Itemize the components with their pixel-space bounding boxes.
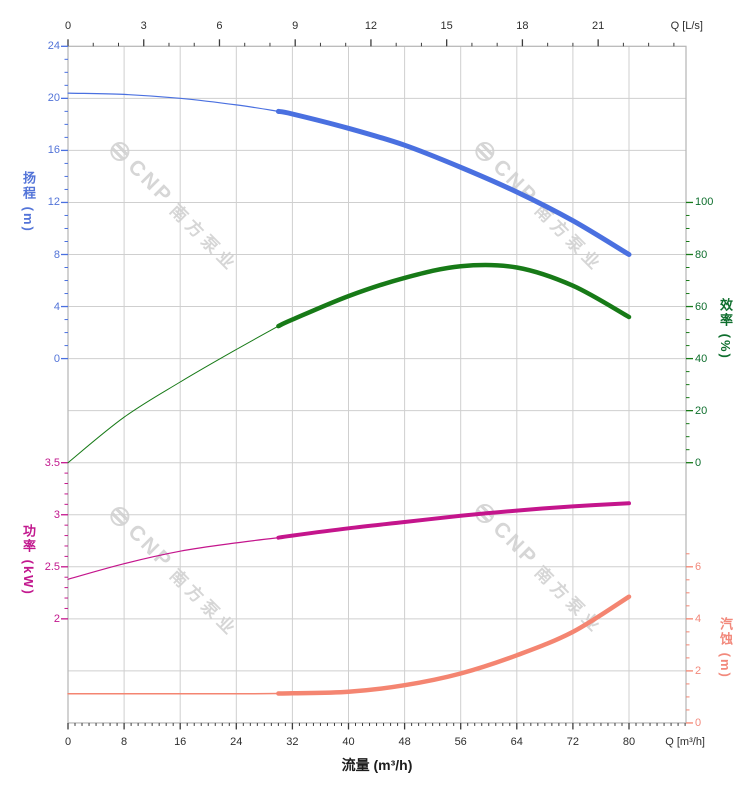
npsh-axis-tick-label: 6 <box>695 560 702 573</box>
top-axis-tick-label: 9 <box>292 20 299 32</box>
efficiency-axis-tick-label: 40 <box>695 352 708 365</box>
bottom-axis-tick-label: 24 <box>230 736 243 748</box>
top-axis-tick-label: 21 <box>592 20 605 32</box>
power-axis-tick-label: 2 <box>53 612 60 625</box>
bottom-axis-tick-label: 8 <box>121 736 128 748</box>
top-axis-tick-label: 3 <box>140 20 147 32</box>
top-axis-tick-label: 12 <box>364 20 378 32</box>
npsh-axis-tick-label: 4 <box>695 612 702 625</box>
efficiency-axis-tick-label: 80 <box>695 248 708 261</box>
head-axis-tick-label: 20 <box>47 92 60 105</box>
bottom-axis-tick-label: 32 <box>286 736 299 748</box>
flow-axis-title: 流量 (m³/h) <box>341 757 413 773</box>
top-axis-tick-label: 0 <box>64 20 72 32</box>
top-axis-tick-label: 15 <box>440 20 453 32</box>
head-axis-title: 扬程 (m) <box>21 171 36 233</box>
power-curve <box>67 537 279 580</box>
efficiency-axis-tick-label: 100 <box>695 196 714 209</box>
head-axis-tick-label: 4 <box>53 300 60 313</box>
bottom-axis-tick-label: 80 <box>622 736 636 748</box>
power-axis-tick-label: 3 <box>53 508 60 521</box>
bottom-axis-unit-label: Q [m³/h] <box>665 736 705 748</box>
npsh-axis-title: 汽蚀 (m) <box>718 617 733 679</box>
power-axis-title: 功率 (kW) <box>21 524 36 596</box>
efficiency-axis-tick-label: 60 <box>695 300 708 313</box>
head-curve <box>275 108 632 257</box>
top-axis-tick-label: 18 <box>516 20 529 32</box>
npsh-curve <box>276 594 632 696</box>
bottom-axis-tick-label: 0 <box>64 736 72 748</box>
head-curve <box>67 92 279 112</box>
head-axis-tick-label: 12 <box>47 196 60 209</box>
bottom-axis-tick-label: 56 <box>454 736 467 748</box>
efficiency-axis-title: 效率 (%) <box>718 298 733 360</box>
power-axis-tick-label: 2.5 <box>44 560 60 573</box>
top-axis-unit-label: Q [L/s] <box>670 20 703 32</box>
efficiency-axis-tick-label: 20 <box>695 404 708 417</box>
head-axis-tick-label: 0 <box>53 352 60 365</box>
bottom-axis-tick-label: 64 <box>510 736 523 748</box>
head-axis-tick-label: 16 <box>47 144 60 157</box>
power-axis-tick-label: 3.5 <box>44 456 60 469</box>
npsh-axis-tick-label: 0 <box>695 716 702 729</box>
efficiency-curve <box>67 325 279 464</box>
power-curve <box>276 501 631 540</box>
efficiency-curve <box>276 262 632 329</box>
top-axis-tick-label: 6 <box>216 20 223 32</box>
bottom-axis-tick-label: 16 <box>174 736 187 748</box>
bottom-axis-tick-label: 48 <box>398 736 411 748</box>
npsh-axis-tick-label: 2 <box>695 664 702 677</box>
head-axis-tick-label: 8 <box>53 248 60 261</box>
efficiency-axis-tick-label: 0 <box>695 456 702 469</box>
bottom-axis-tick-label: 40 <box>342 736 355 748</box>
bottom-axis-tick-label: 72 <box>566 736 580 748</box>
head-axis-tick-label: 24 <box>47 40 60 53</box>
